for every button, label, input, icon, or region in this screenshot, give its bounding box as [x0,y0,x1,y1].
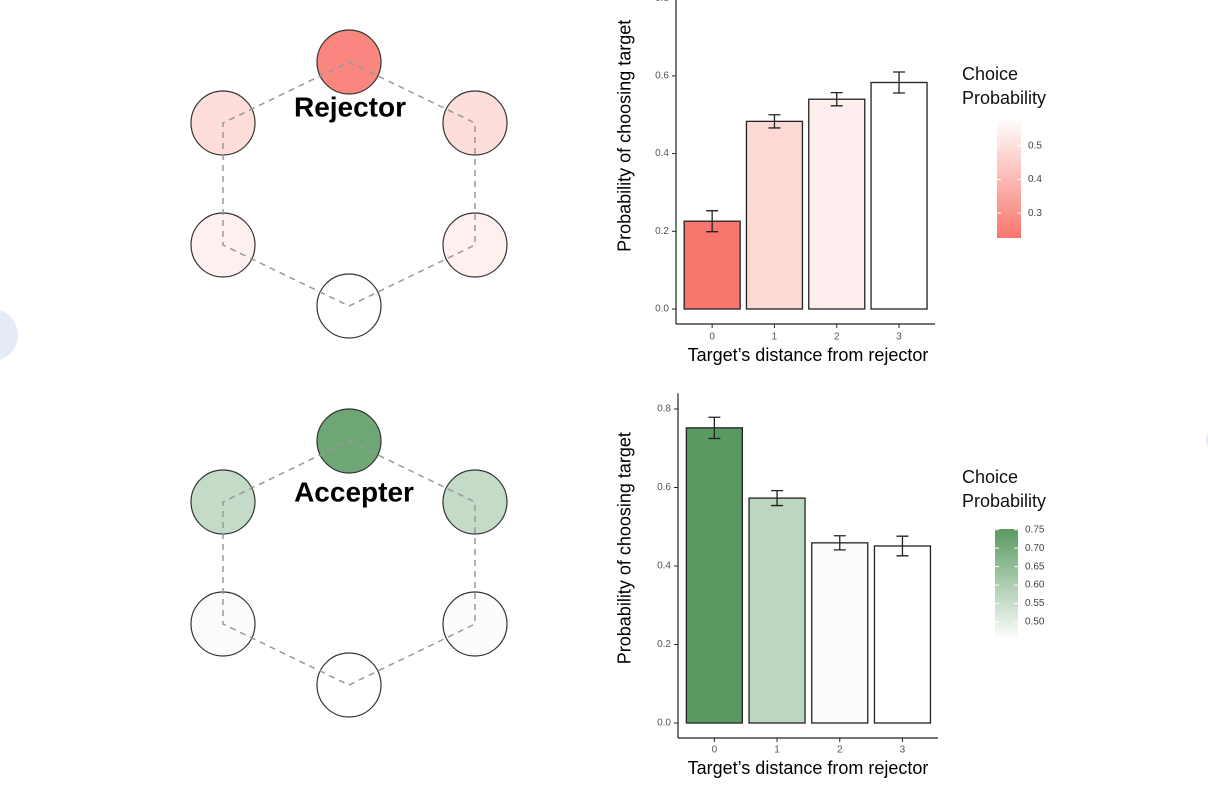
node [442,469,508,535]
y-tick-label: 0.8 [657,404,671,415]
legend-title: Choice Probability [962,467,1047,511]
diagram-label: Accepter [294,476,414,507]
node [442,90,508,156]
x-tick-label: 1 [772,332,778,343]
x-tick-label: 2 [837,745,843,756]
x-axis-label: Target’s distance from rejector [688,758,929,778]
bar [745,120,804,310]
bar [808,98,866,310]
y-tick-label: 0.8 [655,0,669,4]
y-tick-label: 0.6 [657,482,671,493]
error-bar [706,210,719,233]
node [442,212,508,278]
y-tick-label: 0.2 [657,639,671,650]
colorbar-tick-label: 0.60 [1025,580,1045,591]
colorbar-tick-label: 0.75 [1025,524,1045,535]
diagram-label: Rejector [294,91,406,122]
node [442,591,508,657]
hexagon-outline [222,440,476,686]
error-bar [833,535,846,551]
x-tick-label: 0 [709,332,715,343]
legend-title: Choice Probability [962,64,1047,108]
bar [685,427,743,724]
bar [811,542,869,724]
y-tick-label: 0.2 [655,226,669,237]
error-bar [771,489,784,507]
colorbar-tick-label: 0.70 [1025,543,1045,554]
error-bar [768,114,781,129]
colorbar [997,118,1021,238]
x-tick-label: 3 [896,332,902,343]
bar [870,81,928,310]
error-bar [830,91,843,107]
bar [683,220,741,310]
y-tick-label: 0.4 [655,148,669,159]
hexagon-outline [222,61,476,307]
y-tick-label: 0.6 [655,71,669,82]
colorbar-tick-label: 0.65 [1025,561,1045,572]
x-axis-label: Target’s distance from rejector [688,345,929,365]
error-bar [708,416,721,440]
colorbar-tick-label: 0.5 [1028,141,1042,152]
colorbar-tick-label: 0.4 [1028,174,1042,185]
error-bar [896,535,909,557]
colorbar-tick-label: 0.50 [1025,617,1045,628]
x-tick-label: 1 [774,745,780,756]
error-bar [893,71,906,94]
bar [748,497,806,724]
x-tick-label: 0 [712,745,718,756]
y-tick-label: 0.4 [657,561,671,572]
colorbar-tick-label: 0.3 [1028,208,1042,219]
y-axis-label: Probability of choosing target [615,432,635,664]
colorbar-tick-label: 0.55 [1025,598,1045,609]
y-tick-label: 0.0 [655,304,669,315]
y-tick-label: 0.0 [657,718,671,729]
x-tick-label: 3 [900,745,906,756]
y-axis-label: Probability of choosing target [615,20,635,252]
edge-decoration [0,310,18,360]
colorbar [995,529,1018,640]
bar [873,545,932,724]
x-tick-label: 2 [834,332,840,343]
